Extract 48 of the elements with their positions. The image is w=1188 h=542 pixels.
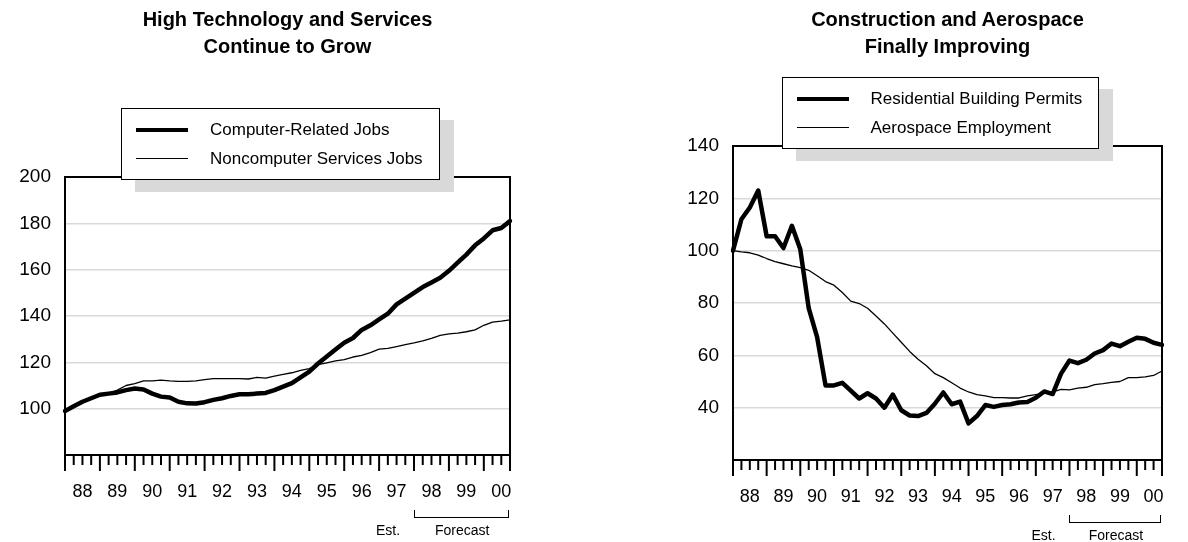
y-tick-label: 140 bbox=[687, 134, 719, 156]
x-tick-label: 97 bbox=[1042, 485, 1063, 506]
x-tick-label: 98 bbox=[1076, 485, 1097, 506]
y-tick-label: 180 bbox=[19, 211, 51, 233]
y-tick-label: 120 bbox=[19, 350, 51, 372]
x-tick-label: 96 bbox=[351, 480, 372, 501]
legend-label: Aerospace Employment bbox=[870, 117, 1051, 139]
x-tick-label: 89 bbox=[773, 485, 794, 506]
x-tick-label: 00 bbox=[491, 480, 512, 501]
x-tick-label: 92 bbox=[874, 485, 895, 506]
y-tick-label: 40 bbox=[697, 395, 719, 417]
x-tick-label: 95 bbox=[316, 480, 337, 501]
text: Est. bbox=[1031, 527, 1056, 542]
x-tick-label: 00 bbox=[1143, 485, 1164, 506]
legend-label: Noncomputer Services Jobs bbox=[210, 148, 423, 170]
x-tick-label: 90 bbox=[807, 485, 828, 506]
x-tick-label: 99 bbox=[1109, 485, 1130, 506]
x-tick-label: 94 bbox=[941, 485, 962, 506]
x-tick-label: 99 bbox=[456, 480, 477, 501]
y-tick-label: 80 bbox=[697, 291, 719, 313]
x-tick-label: 92 bbox=[212, 480, 233, 501]
y-tick-label: 200 bbox=[19, 165, 51, 187]
y-tick-label: 60 bbox=[697, 343, 719, 365]
x-tick-label: 93 bbox=[908, 485, 929, 506]
y-tick-label: 100 bbox=[19, 396, 51, 418]
x-tick-label: 88 bbox=[72, 480, 93, 501]
y-tick-label: 120 bbox=[687, 186, 719, 208]
chart-title: Construction and Aerospace Finally Improving bbox=[810, 7, 1085, 59]
text: Forecast bbox=[1088, 527, 1144, 542]
legend-label: Residential Building Permits bbox=[870, 88, 1083, 110]
y-tick-label: 140 bbox=[19, 304, 51, 326]
y-tick-label: 100 bbox=[687, 238, 719, 260]
x-tick-label: 95 bbox=[975, 485, 996, 506]
x-tick-label: 91 bbox=[840, 485, 861, 506]
chart-title: High Technology and Services Continue to Grow bbox=[141, 7, 434, 59]
text: Est. bbox=[376, 522, 401, 538]
text: Forecast bbox=[435, 522, 490, 538]
y-tick-label: 160 bbox=[19, 257, 51, 279]
x-tick-label: 91 bbox=[177, 480, 198, 501]
x-tick-label: 94 bbox=[281, 480, 302, 501]
x-tick-label: 98 bbox=[421, 480, 442, 501]
x-tick-label: 93 bbox=[246, 480, 267, 501]
legend-label: Computer-Related Jobs bbox=[210, 119, 390, 141]
x-tick-label: 96 bbox=[1008, 485, 1030, 506]
x-tick-label: 90 bbox=[142, 480, 163, 501]
x-tick-label: 89 bbox=[107, 480, 128, 501]
x-tick-label: 88 bbox=[739, 485, 760, 506]
x-tick-label: 97 bbox=[386, 480, 407, 501]
